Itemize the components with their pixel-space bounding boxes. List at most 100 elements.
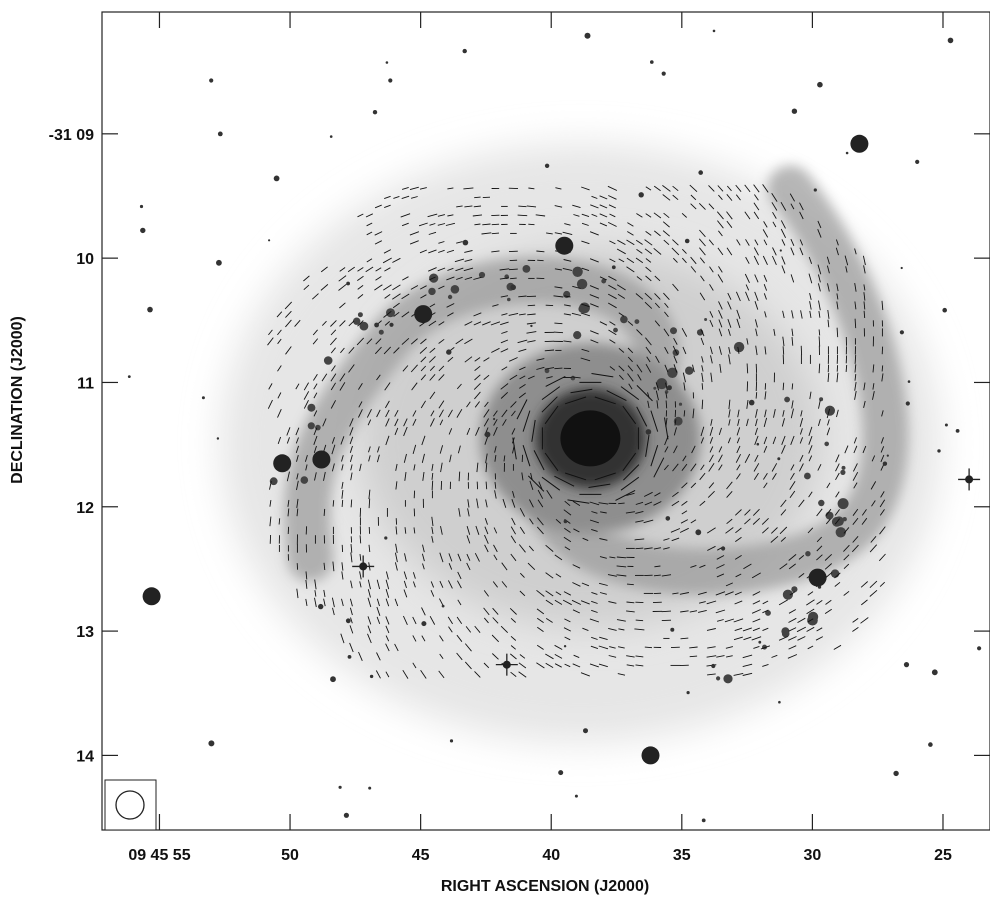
polarization-vector [635, 239, 643, 245]
polarization-vector [376, 616, 381, 625]
hii-knot [784, 396, 790, 403]
polarization-vector [727, 292, 732, 300]
polarization-vector [412, 444, 417, 455]
faint-star [695, 529, 702, 536]
polarization-vector [501, 330, 508, 334]
polarization-vector [384, 204, 391, 209]
polarization-vector [418, 222, 428, 227]
hii-knot [307, 422, 315, 430]
polarization-vector [746, 399, 749, 409]
polarization-vector [581, 303, 590, 308]
polarization-vector [726, 185, 732, 192]
hii-knot [842, 517, 847, 522]
polarization-vector [635, 655, 644, 658]
polarization-vector [734, 591, 742, 596]
polarization-vector [653, 457, 665, 478]
polarization-vector [536, 250, 545, 253]
polarization-vector [665, 400, 668, 409]
polarization-vector [719, 363, 722, 373]
polarization-vector [368, 489, 371, 500]
polarization-vector [763, 436, 768, 445]
polarization-vector [562, 267, 573, 271]
polarization-vector [608, 329, 617, 336]
polarization-vector [788, 617, 797, 623]
polarization-vector [536, 644, 544, 650]
polarization-vector [366, 258, 373, 263]
polarization-vector [789, 193, 795, 202]
polarization-vector [431, 463, 434, 471]
polarization-vector [321, 373, 328, 382]
polarization-vector [527, 313, 536, 316]
hii-knot [824, 405, 836, 416]
faint-star [368, 786, 372, 790]
polarization-vector [728, 347, 731, 354]
hii-knot [576, 278, 588, 290]
polarization-vector [845, 266, 848, 273]
polarization-vector [412, 635, 417, 642]
polarization-vector [852, 627, 859, 632]
polarization-vector [854, 382, 857, 391]
polarization-vector [763, 239, 768, 246]
polarization-vector [580, 312, 591, 317]
polarization-vector [746, 363, 749, 374]
faint-star [899, 330, 905, 335]
polarization-vector [522, 445, 531, 467]
polarization-vector [682, 455, 687, 462]
polarization-vector [339, 382, 346, 391]
polarization-vector [673, 427, 677, 436]
polarization-vector [599, 556, 607, 559]
polarization-vector [438, 321, 445, 326]
polarization-vector [618, 646, 625, 649]
polarization-vector [836, 293, 839, 300]
polarization-vector [764, 346, 767, 355]
polarization-vector [664, 417, 669, 440]
faint-star [139, 204, 144, 209]
polarization-vector [349, 607, 353, 616]
polarization-vector [699, 257, 705, 264]
polarization-vector [599, 213, 608, 218]
polarization-vector [572, 663, 581, 668]
polarization-vector [287, 499, 290, 507]
polarization-vector [562, 599, 572, 606]
polarization-vector [843, 563, 850, 570]
polarization-vector [580, 600, 590, 605]
faint-star [937, 449, 941, 453]
polarization-vector [635, 619, 644, 622]
polarization-vector [726, 491, 733, 498]
polarization-vector [376, 598, 380, 607]
polarization-vector [699, 292, 706, 301]
polarization-vector [626, 610, 635, 613]
polarization-vector [751, 636, 762, 641]
polarization-vector [457, 553, 462, 562]
polarization-vector [376, 652, 381, 661]
polarization-vector [598, 502, 609, 505]
polarization-vector [744, 184, 751, 193]
polarization-vector [782, 410, 785, 417]
polarization-vector [563, 509, 572, 516]
polarization-vector [394, 418, 399, 427]
polarization-vector [349, 436, 354, 445]
polarization-vector [367, 579, 371, 590]
polarization-vector [755, 392, 758, 399]
polarization-vector [511, 499, 516, 508]
polarization-vector [409, 231, 420, 236]
polarization-vector [636, 276, 643, 281]
polarization-vector [483, 357, 490, 362]
polarization-vector [582, 537, 589, 542]
polarization-vector [554, 475, 575, 487]
polarization-vector [727, 437, 731, 444]
polarization-vector [734, 555, 742, 560]
polarization-vector [843, 590, 850, 596]
polarization-vector [618, 258, 625, 263]
polarization-vector [385, 625, 390, 634]
polarization-vector [627, 373, 634, 382]
polarization-vector [726, 518, 733, 525]
polarization-vector [429, 418, 435, 427]
polarization-vector [491, 223, 500, 226]
polarization-vector [458, 508, 461, 517]
polarization-vector [726, 194, 733, 201]
y-tick-label: 13 [76, 624, 94, 641]
polarization-vector [626, 257, 635, 264]
polarization-vector [827, 319, 830, 328]
polarization-vector [718, 454, 723, 463]
